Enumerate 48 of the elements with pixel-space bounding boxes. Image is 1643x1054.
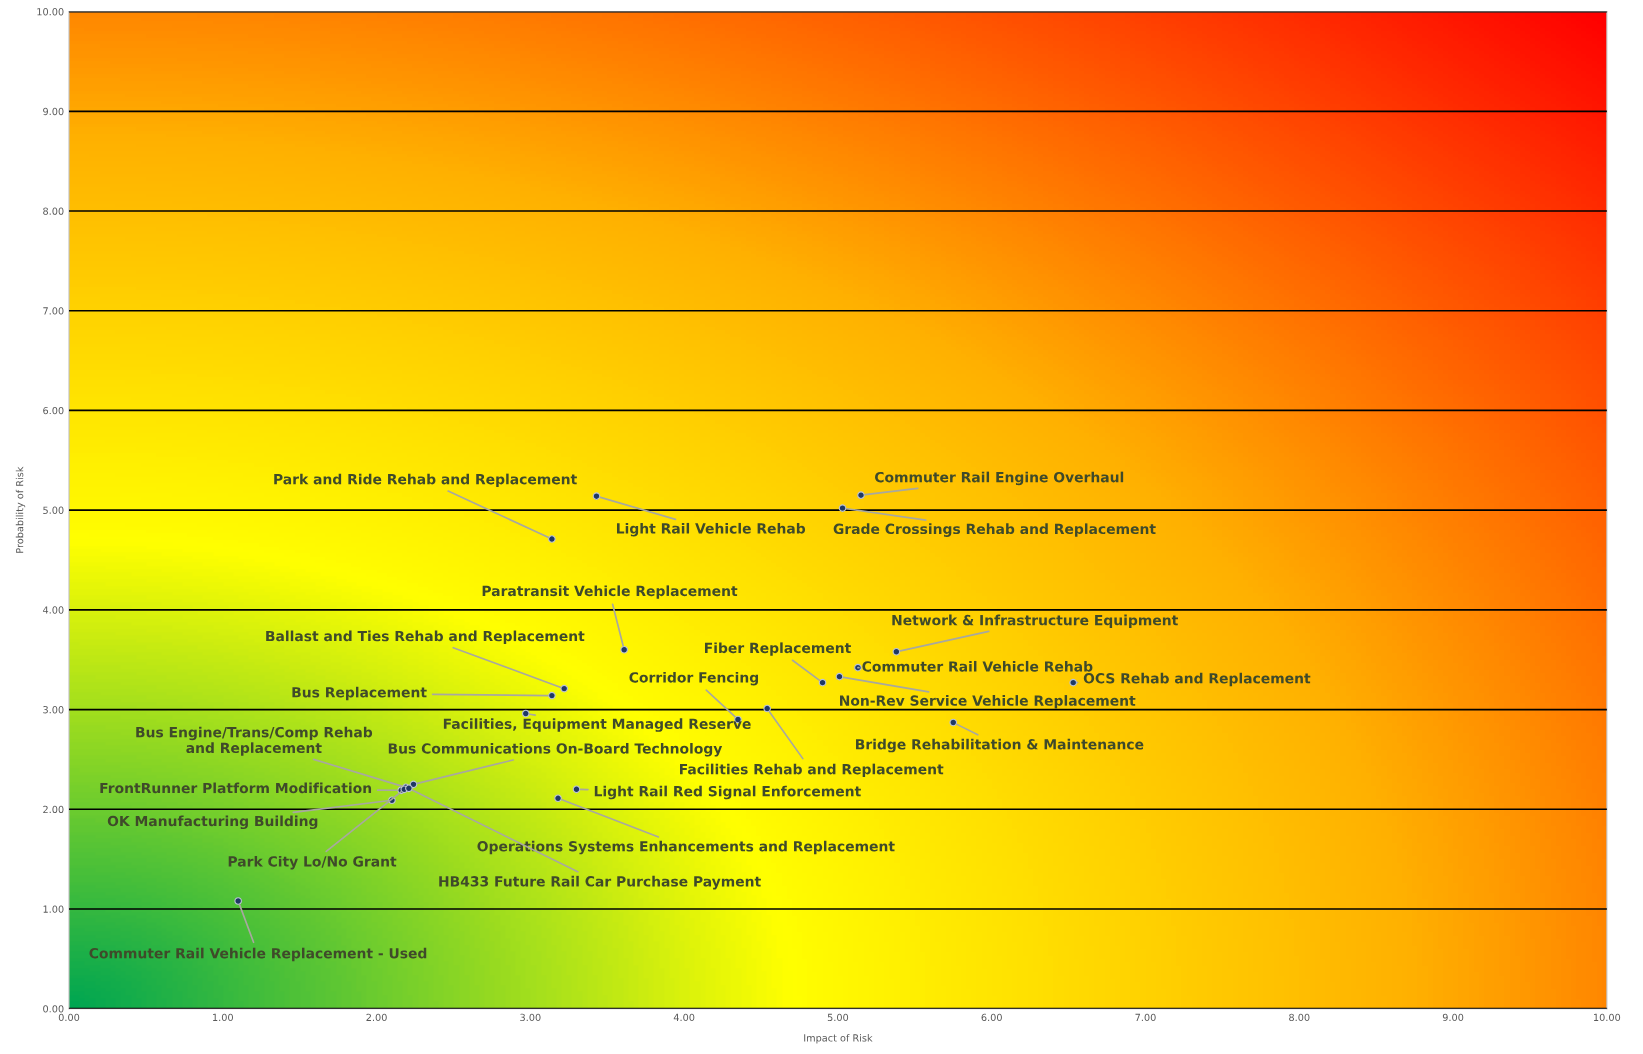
annotation: Commuter Rail Engine Overhaul (875, 471, 1124, 486)
annotation: Light Rail Red Signal Enforcement (594, 785, 861, 800)
y-tick-label: 0.00 (43, 1005, 64, 1013)
annotation: Commuter Rail Vehicle Rehab (862, 660, 1093, 672)
x-tick-label: 0.00 (58, 1013, 80, 1022)
y-tick-label: 2.00 (43, 805, 64, 814)
x-tick-label: 3.00 (520, 1013, 541, 1022)
annotation: Bus Engine/Trans/Comp Rehab and Replacement (136, 726, 373, 756)
y-tick-label: 1.00 (43, 905, 64, 913)
annotation: Paratransit Vehicle Replacement (482, 585, 738, 599)
x-tick-label: 4.00 (673, 1013, 695, 1022)
y-tick-label: 8.00 (43, 207, 64, 215)
x-tick-label: 6.00 (981, 1013, 1002, 1022)
annotation: FrontRunner Platform Modification (100, 782, 372, 794)
x-tick-label: 10.00 (1594, 1013, 1621, 1022)
annotation: Corridor Fencing (629, 671, 759, 686)
y-tick-label: 9.00 (43, 107, 64, 116)
y-axis-title: Probability of Risk (15, 466, 26, 553)
annotation: Park City Lo/No Grant (228, 855, 397, 870)
annotation: Light Rail Vehicle Rehab (617, 522, 806, 537)
annotation: HB433 Future Rail Car Purchase Payment (439, 875, 761, 890)
annotation: Network & Infrastructure Equipment (892, 614, 1178, 629)
x-tick-label: 8.00 (1289, 1013, 1310, 1022)
y-tick-label: 10.00 (37, 8, 64, 16)
x-tick-label: 9.00 (1442, 1013, 1464, 1022)
x-axis-title: Impact of Risk (804, 1034, 873, 1044)
y-tick-label: 5.00 (43, 506, 64, 514)
x-tick-label: 2.00 (366, 1013, 387, 1022)
annotation: Bus Replacement (292, 686, 427, 701)
x-tick-label: 1.00 (213, 1013, 233, 1022)
annotation: OK Manufacturing Building (107, 815, 318, 830)
annotation: Ballast and Ties Rehab and Replacement (266, 630, 585, 644)
annotation: Commuter Rail Vehicle Replacement - Used (89, 947, 427, 962)
y-tick-label: 3.00 (43, 706, 64, 714)
annotation: Facilities Rehab and Replacement (680, 763, 944, 778)
y-tick-label: 7.00 (43, 307, 64, 315)
annotation: Facilities, Equipment Managed Reserve (443, 718, 751, 732)
annotation: Park and Ride Rehab and Replacement (274, 473, 577, 488)
x-tick-label: 7.00 (1135, 1013, 1156, 1022)
x-tick-label: 5.00 (827, 1013, 849, 1022)
y-tick-label: 6.00 (43, 406, 64, 415)
annotation: Grade Crossings Rehab and Replacement (833, 523, 1156, 537)
annotation: Bridge Rehabilitation & Maintenance (856, 738, 1144, 753)
annotation: OCS Rehab and Replacement (1083, 672, 1311, 687)
annotation: Non-Rev Service Vehicle Replacement (840, 695, 1136, 709)
y-tick-label: 4.00 (42, 606, 64, 614)
annotation: Bus Communications On-Board Technology (388, 742, 723, 757)
annotation: Fiber Replacement (704, 642, 851, 656)
